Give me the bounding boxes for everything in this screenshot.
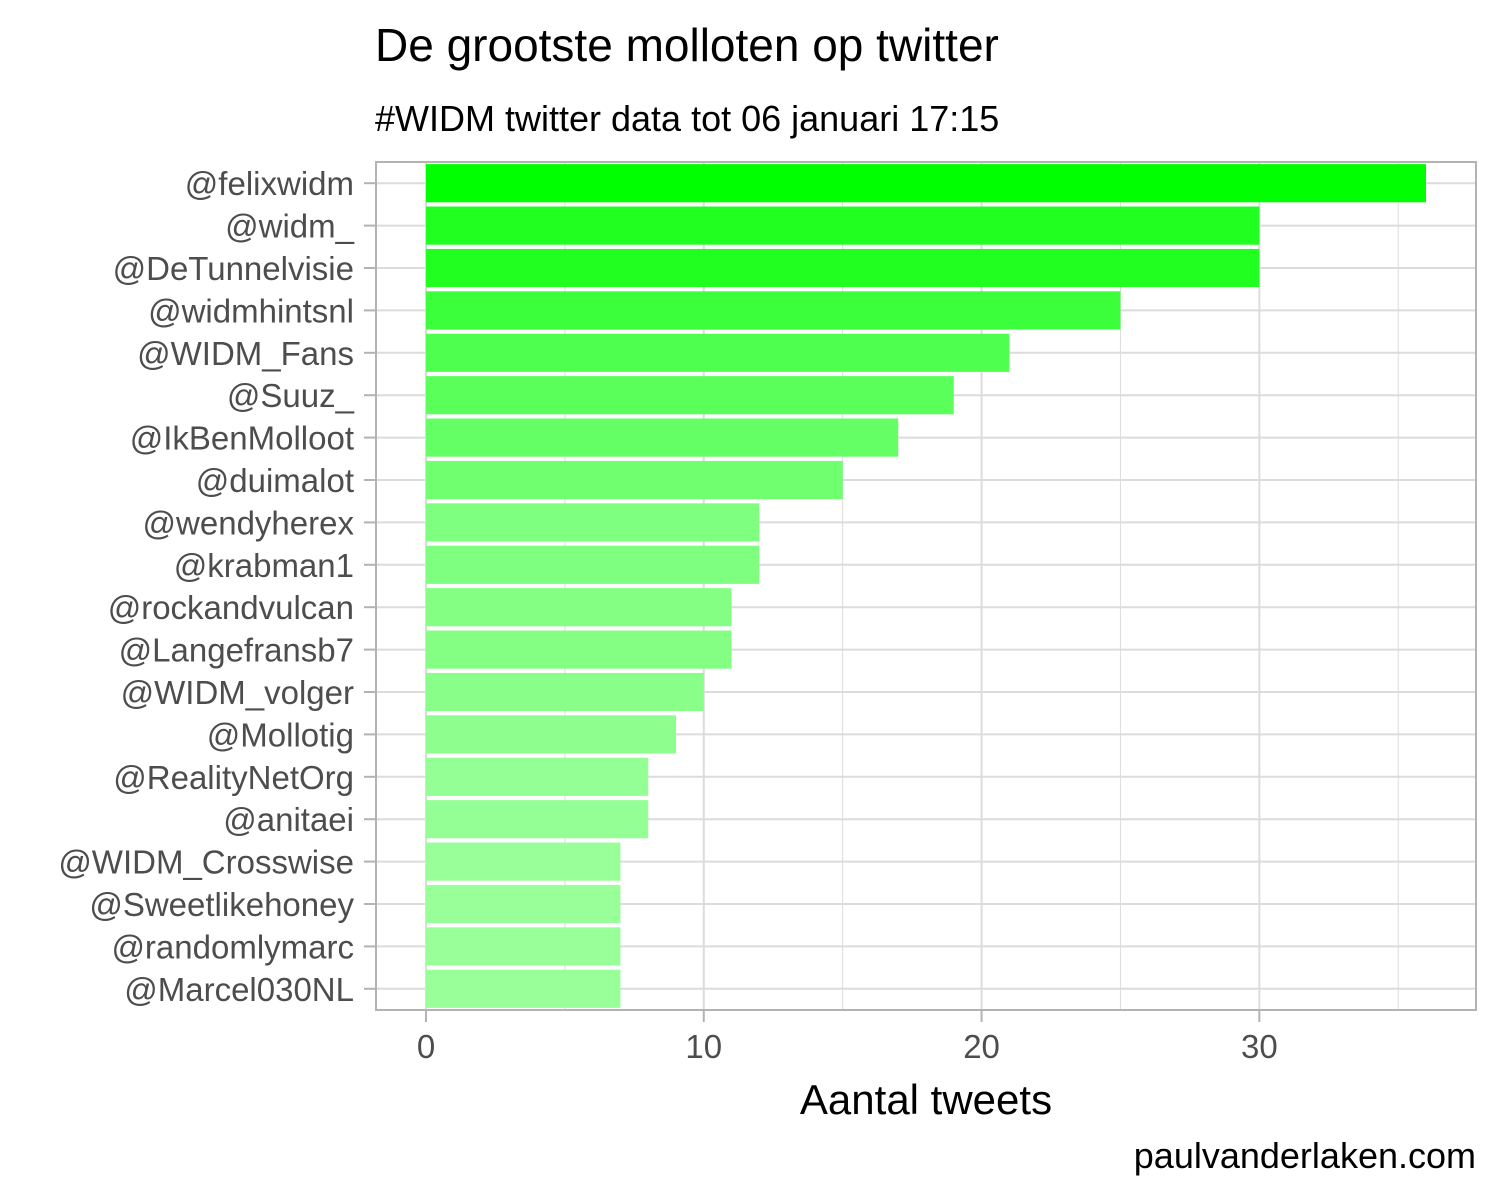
- y-tick-label: @DeTunnelvisie: [113, 250, 354, 287]
- bar: [426, 164, 1426, 203]
- bar: [426, 884, 621, 924]
- bar: [426, 969, 621, 1008]
- bar: [426, 672, 704, 712]
- x-tick-label: 30: [1241, 1028, 1278, 1065]
- bar: [426, 418, 899, 457]
- bar: [426, 630, 732, 669]
- y-tick-label: @WIDM_Fans: [137, 335, 354, 372]
- y-tick-label: @felixwidm: [185, 165, 354, 202]
- x-tick-label: 10: [685, 1028, 722, 1065]
- x-tick-label: 20: [963, 1028, 1000, 1065]
- bar: [426, 545, 760, 584]
- y-tick-label: @IkBenMolloot: [130, 420, 354, 457]
- bar: [426, 248, 1260, 288]
- bar: [426, 800, 649, 839]
- bar: [426, 757, 649, 796]
- bar: [426, 588, 732, 627]
- y-tick-label: @Mollotig: [207, 716, 354, 753]
- y-tick-label: @anitaei: [223, 801, 354, 838]
- bar: [426, 206, 1260, 245]
- y-tick-label: @Suuz_: [227, 377, 355, 414]
- bar: [426, 715, 676, 754]
- chart-caption: paulvanderlaken.com: [1133, 1135, 1476, 1176]
- y-tick-label: @widmhintsnl: [148, 292, 354, 329]
- y-tick-label: @Marcel030NL: [124, 971, 354, 1008]
- x-tick-label: 0: [417, 1028, 435, 1065]
- x-axis: 0 10 20 30: [417, 1010, 1278, 1065]
- y-tick-label: @randomlymarc: [111, 928, 354, 965]
- bar: [426, 333, 1010, 372]
- bar: [426, 503, 760, 542]
- grid-lines: [376, 162, 1476, 1010]
- y-tick-label: @wendyherex: [143, 504, 355, 541]
- y-tick-label: @Langefransb7: [119, 632, 354, 669]
- bar: [426, 842, 621, 881]
- y-tick-label: @RealityNetOrg: [113, 759, 354, 796]
- y-tick-label: @duimalot: [196, 462, 354, 499]
- y-tick-label: @Sweetlikehoney: [89, 886, 354, 923]
- bar: [426, 376, 954, 415]
- chart-subtitle: #WIDM twitter data tot 06 januari 17:15: [375, 98, 1000, 139]
- x-axis-title: Aantal tweets: [800, 1076, 1052, 1123]
- y-tick-label: @WIDM_Crosswise: [58, 844, 354, 881]
- y-tick-label: @rockandvulcan: [108, 589, 354, 626]
- panel-border: [375, 161, 1477, 1011]
- bar: [426, 927, 621, 966]
- y-tick-label: @krabman1: [174, 547, 354, 584]
- bar: [426, 291, 1121, 330]
- bars: [426, 164, 1426, 1008]
- chart-title: De grootste molloten op twitter: [375, 19, 999, 71]
- bar: [426, 460, 843, 500]
- y-tick-label: @WIDM_volger: [121, 674, 354, 711]
- y-axis: @felixwidm @widm_ @DeTunnelvisie @widmhints…: [58, 165, 376, 1008]
- y-tick-label: @widm_: [225, 208, 355, 245]
